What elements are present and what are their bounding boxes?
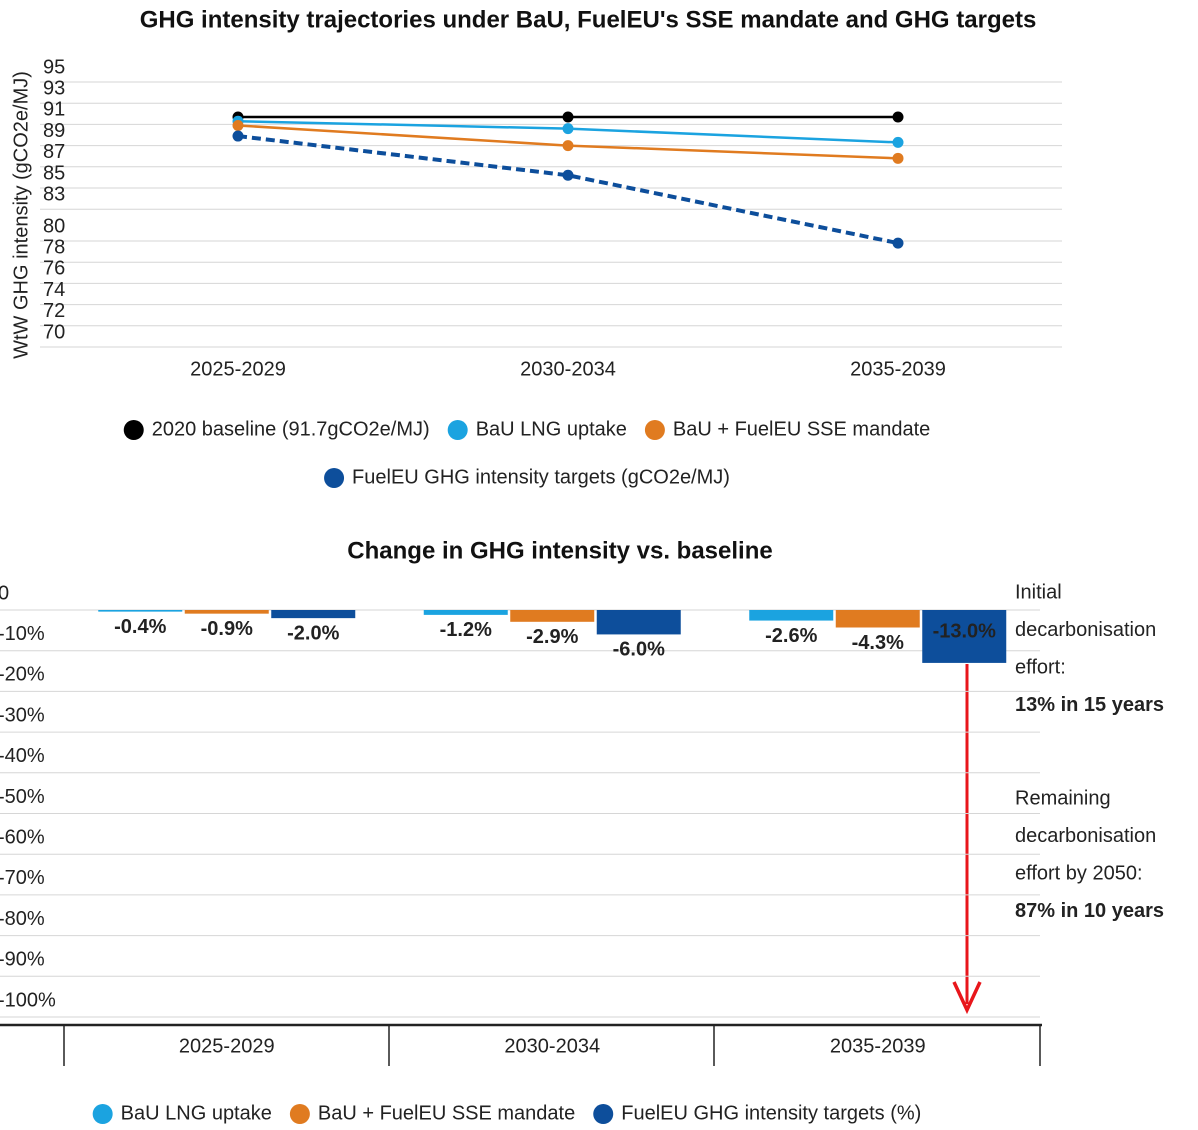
y-tick-label: 80 (43, 215, 65, 237)
x-tick-label: 2025-2029 (190, 358, 286, 380)
chart-title: GHG intensity trajectories under BaU, Fu… (140, 6, 1037, 33)
legend-marker (593, 1104, 614, 1124)
point (232, 130, 244, 142)
y-tick-label: 78 (43, 236, 65, 258)
data-label: -0.4% (114, 616, 166, 638)
y-tick-label: -100% (0, 989, 56, 1011)
y-tick-label: -30% (0, 704, 45, 726)
annotation: effort by 2050: (1015, 862, 1143, 884)
x-tick-label: 2030-2034 (504, 1035, 600, 1057)
point (892, 136, 904, 148)
data-label: -2.6% (765, 625, 817, 647)
legend-marker (644, 420, 665, 440)
legend-label: BaU LNG uptake (121, 1102, 272, 1124)
legend-marker (447, 420, 468, 440)
bar (510, 610, 595, 622)
y-tick-label: 74 (43, 279, 65, 301)
y-tick-label: 91 (43, 99, 65, 121)
y-tick-label: -80% (0, 908, 45, 930)
y-tick-label: 87 (43, 141, 65, 163)
y-tick-label: 85 (43, 162, 65, 184)
point (562, 123, 574, 135)
bar (271, 610, 356, 619)
y-tick-label: -70% (0, 867, 45, 889)
chart-title: Change in GHG intensity vs. baseline (347, 537, 772, 564)
legend-label: FuelEU GHG intensity targets (%) (621, 1102, 921, 1124)
bar (596, 610, 681, 635)
y-tick-label: 89 (43, 120, 65, 142)
series-line (237, 134, 899, 246)
y-tick-label: 70 (43, 321, 65, 343)
data-label: -2.0% (287, 622, 339, 644)
y-tick-label: 0 (0, 582, 9, 604)
y-tick-label: -50% (0, 786, 45, 808)
y-tick-label: -90% (0, 949, 45, 971)
legend-label: BaU + FuelEU SSE mandate (673, 418, 930, 440)
annotation: Initial (1015, 581, 1062, 603)
legend-marker (123, 420, 144, 440)
data-label: -13.0% (933, 620, 997, 642)
bar (749, 610, 834, 621)
point (892, 237, 904, 249)
data-label: -1.2% (440, 619, 492, 641)
legend-label: BaU + FuelEU SSE mandate (318, 1102, 575, 1124)
bar (423, 610, 508, 615)
bar (184, 610, 269, 614)
legend-marker (324, 468, 345, 488)
y-tick-label: 83 (43, 183, 65, 205)
x-tick-label: 2035-2039 (850, 358, 946, 380)
legend-label: 2020 baseline (91.7gCO2e/MJ) (152, 418, 430, 440)
point (562, 169, 574, 181)
y-tick-label: 95 (43, 56, 65, 78)
annotation: decarbonisation (1015, 619, 1156, 641)
y-axis-label: WtW GHG intensity (gCO2e/MJ) (10, 71, 32, 359)
bar (98, 610, 183, 612)
data-label: -2.9% (526, 626, 578, 648)
arrow-head (952, 981, 982, 1015)
legend-marker (289, 1104, 310, 1124)
y-tick-label: 76 (43, 258, 65, 280)
x-tick-label: 2025-2029 (179, 1035, 275, 1057)
data-label: -4.3% (852, 632, 904, 654)
x-tick-label: 2030-2034 (520, 358, 616, 380)
annotation: decarbonisation (1015, 825, 1156, 847)
annotation-highlight: 13% in 15 years (1015, 694, 1164, 716)
point (562, 111, 574, 123)
legend-label: FuelEU GHG intensity targets (gCO2e/MJ) (352, 466, 730, 488)
point (562, 140, 574, 152)
y-tick-label: 72 (43, 300, 65, 322)
point (232, 119, 244, 131)
y-tick-label: -10% (0, 623, 45, 645)
bar (835, 610, 920, 628)
legend-label: BaU LNG uptake (476, 418, 627, 440)
y-tick-label: -60% (0, 826, 45, 848)
y-tick-label: -20% (0, 664, 45, 686)
data-label: -6.0% (613, 639, 665, 661)
y-tick-label: -40% (0, 745, 45, 767)
annotation: Remaining (1015, 787, 1111, 809)
x-tick-label: 2035-2039 (830, 1035, 926, 1057)
annotation-highlight: 87% in 10 years (1015, 900, 1164, 922)
point (892, 111, 904, 123)
data-label: -0.9% (201, 618, 253, 640)
legend-marker (92, 1104, 113, 1124)
bar (922, 610, 1007, 663)
annotation: effort: (1015, 656, 1066, 678)
y-tick-label: 93 (43, 77, 65, 99)
point (892, 152, 904, 164)
